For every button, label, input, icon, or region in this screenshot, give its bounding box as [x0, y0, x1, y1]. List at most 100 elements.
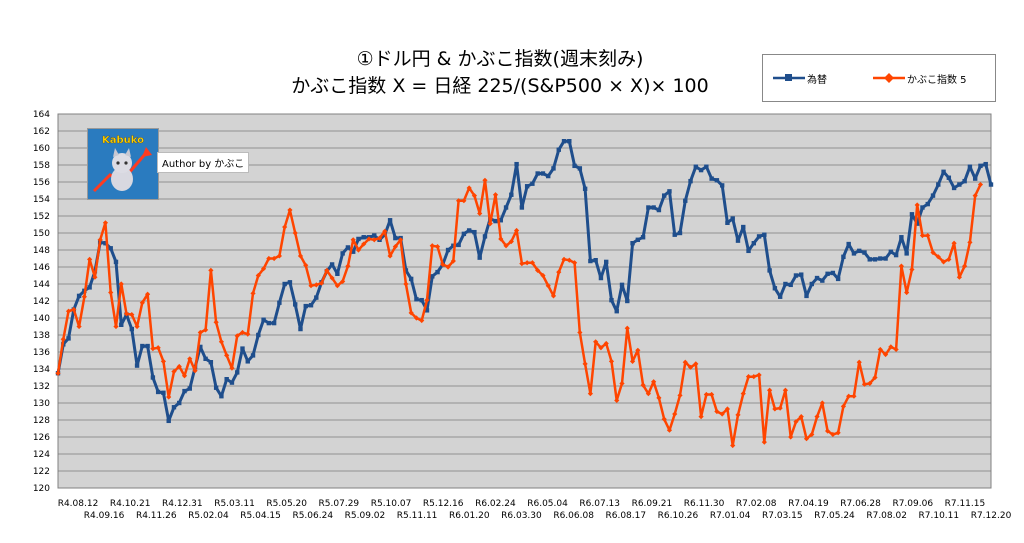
- data-point-fx: [609, 297, 614, 303]
- data-point-fx: [530, 181, 535, 186]
- data-point-kabuko: [972, 193, 978, 199]
- data-point-kabuko: [935, 254, 941, 260]
- data-point-fx: [498, 218, 503, 223]
- data-point-fx: [625, 298, 630, 304]
- data-point-kabuko: [255, 272, 261, 279]
- data-point-kabuko: [403, 281, 409, 287]
- data-point-kabuko: [334, 283, 340, 289]
- data-point-kabuko: [772, 406, 778, 412]
- data-point-fx: [962, 178, 967, 184]
- data-point-fx: [150, 375, 156, 380]
- data-point-fx: [219, 394, 224, 399]
- data-point-fx: [698, 167, 704, 173]
- data-point-kabuko: [166, 394, 172, 400]
- data-point-fx: [646, 205, 651, 210]
- data-point-kabuko: [434, 244, 441, 250]
- data-point-fx: [140, 343, 145, 349]
- data-point-kabuko: [160, 358, 167, 364]
- data-point-fx: [883, 256, 888, 261]
- data-point-fx: [509, 192, 514, 197]
- data-point-kabuko: [645, 391, 651, 397]
- data-point-fx: [250, 353, 256, 358]
- data-point-fx: [635, 237, 641, 242]
- data-point-kabuko: [767, 387, 773, 393]
- data-point-kabuko: [440, 261, 446, 268]
- data-point-kabuko: [703, 391, 709, 398]
- data-point-kabuko: [951, 240, 957, 246]
- x-tick-label: R6.02.24: [475, 499, 516, 509]
- data-point-fx: [719, 183, 725, 188]
- data-point-fx: [741, 224, 746, 230]
- data-point-fx: [419, 297, 424, 303]
- x-tick-label: R4.12.31: [162, 499, 203, 509]
- data-point-kabuko: [318, 280, 325, 286]
- x-tick-label: R6.11.30: [684, 499, 725, 509]
- y-tick-label: 146: [33, 263, 50, 273]
- data-point-kabuko: [745, 374, 752, 380]
- data-point-kabuko: [329, 275, 335, 281]
- x-tick-label: R5.07.29: [319, 499, 360, 509]
- data-point-fx: [915, 221, 920, 226]
- data-point-fx: [767, 268, 772, 273]
- data-point-fx: [762, 232, 767, 237]
- data-point-kabuko: [250, 290, 256, 296]
- data-point-fx: [899, 235, 904, 240]
- data-point-fx: [809, 281, 814, 287]
- data-point-kabuko: [260, 266, 267, 272]
- data-point-kabuko: [213, 319, 219, 325]
- data-point-fx: [240, 346, 245, 351]
- series-line-kabuko: [56, 179, 982, 447]
- data-point-fx: [387, 218, 393, 223]
- data-point-kabuko: [566, 257, 572, 263]
- data-point-fx: [804, 293, 809, 299]
- data-point-kabuko: [571, 260, 578, 266]
- data-point-fx: [978, 163, 983, 169]
- data-point-kabuko: [814, 414, 820, 420]
- data-point-kabuko: [450, 258, 456, 264]
- data-point-fx: [983, 161, 988, 167]
- data-point-kabuko: [387, 253, 393, 259]
- data-point-fx: [772, 286, 778, 291]
- series-line-fx: [56, 139, 993, 423]
- data-point-kabuko: [366, 236, 372, 242]
- data-point-fx: [893, 252, 899, 258]
- data-point-kabuko: [508, 238, 514, 245]
- data-point-fx: [493, 218, 498, 224]
- data-point-kabuko: [893, 346, 899, 353]
- chart-title-line1: ①ドル円 & かぶこ指数(週末刻み): [356, 48, 644, 70]
- y-tick-label: 140: [33, 314, 50, 324]
- data-point-kabuko: [345, 263, 351, 269]
- data-point-fx: [841, 254, 846, 259]
- data-point-kabuko: [672, 411, 678, 417]
- data-point-fx: [356, 236, 361, 242]
- data-point-fx: [593, 258, 598, 263]
- data-point-kabuko: [408, 310, 414, 316]
- data-point-kabuko: [598, 345, 604, 351]
- data-point-kabuko: [529, 260, 536, 266]
- data-point-kabuko: [392, 244, 398, 250]
- x-tick-label: R6.09.21: [632, 499, 673, 509]
- data-point-kabuko: [129, 312, 135, 318]
- cat-logo-icon: Kabuko: [88, 129, 158, 199]
- data-point-kabuko: [603, 340, 609, 347]
- data-point-fx: [435, 269, 440, 275]
- data-point-fx: [751, 241, 756, 246]
- data-point-kabuko: [851, 393, 857, 399]
- data-point-fx: [235, 370, 240, 375]
- data-point-fx: [535, 171, 540, 176]
- data-point-fx: [925, 201, 930, 207]
- data-point-kabuko: [698, 414, 704, 420]
- data-point-fx: [329, 262, 335, 267]
- data-point-fx: [345, 245, 351, 250]
- data-point-fx: [113, 259, 119, 265]
- data-point-kabuko: [471, 193, 478, 199]
- data-point-fx: [103, 241, 108, 246]
- data-point-fx: [187, 386, 192, 391]
- data-point-kabuko: [687, 364, 694, 370]
- data-point-fx: [667, 189, 672, 194]
- x-tick-label: R4.08.12: [58, 499, 99, 509]
- data-point-kabuko: [218, 339, 225, 345]
- data-point-kabuko: [977, 181, 984, 188]
- data-point-kabuko: [208, 267, 214, 273]
- data-point-fx: [335, 271, 340, 276]
